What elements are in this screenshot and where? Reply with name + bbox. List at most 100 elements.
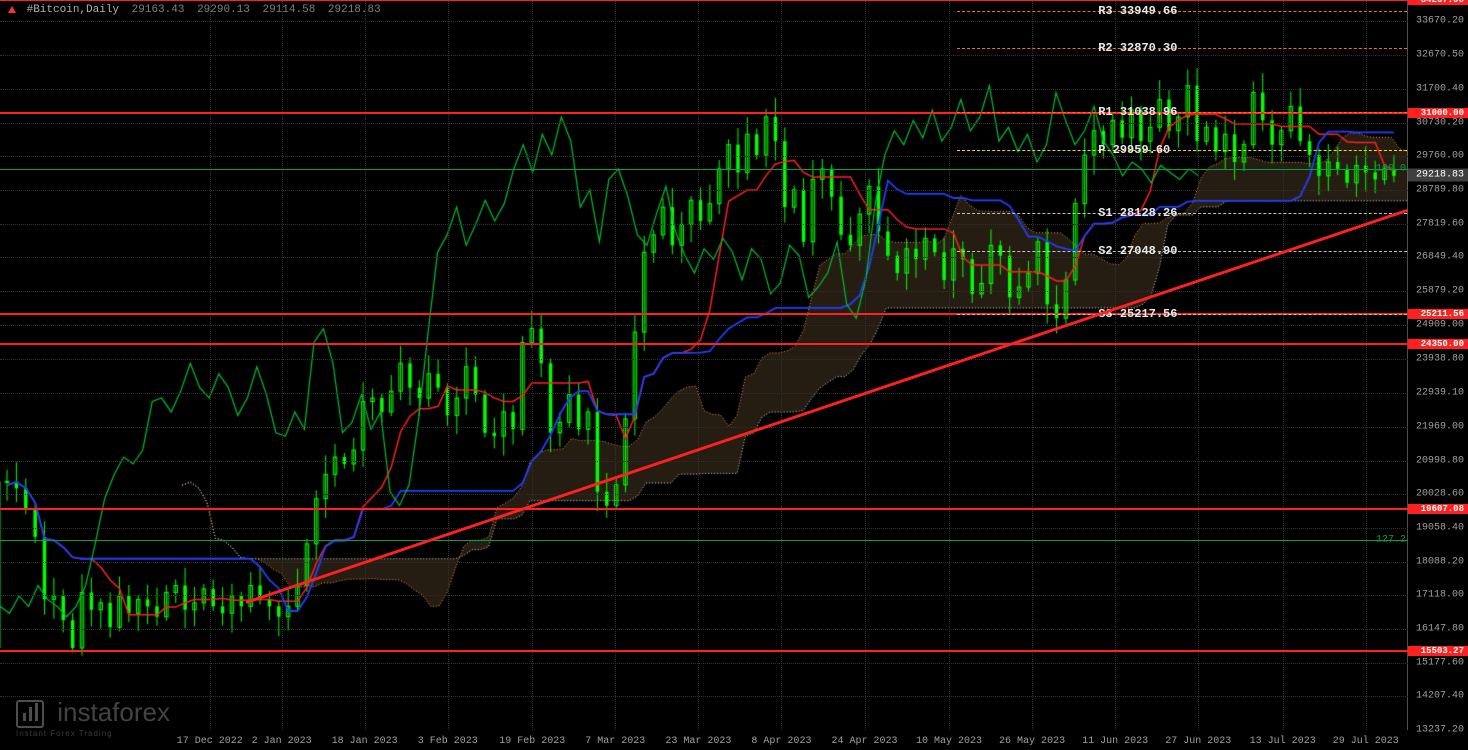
support-resistance-label: 25211.56	[1408, 309, 1468, 319]
x-tick-label: 13 Jul 2023	[1250, 736, 1316, 747]
pivot-line-r1[interactable]	[957, 112, 1407, 113]
y-gridline	[0, 629, 1408, 630]
watermark: instaforex Instant Forex Trading	[16, 699, 170, 738]
y-gridline	[0, 291, 1408, 292]
support-resistance-label: 31000.00	[1408, 108, 1468, 118]
ohlc-high: 29290.13	[197, 4, 250, 16]
x-tick-label: 11 Jun 2023	[1082, 736, 1148, 747]
watermark-tagline: Instant Forex Trading	[16, 730, 170, 738]
price-canvas	[0, 0, 1408, 730]
pivot-label-r3: R3 33949.66	[1098, 4, 1177, 18]
x-axis: 17 Dec 20222 Jan 202318 Jan 20233 Feb 20…	[0, 730, 1408, 750]
x-tick-label: 24 Apr 2023	[831, 736, 897, 747]
current-price-marker: 29218.83	[1408, 169, 1468, 182]
x-gridline	[698, 0, 699, 730]
y-gridline	[0, 461, 1408, 462]
y-tick-label: 21969.00	[1416, 421, 1464, 432]
x-gridline	[615, 0, 616, 730]
x-tick-label: 26 May 2023	[999, 736, 1065, 747]
y-gridline	[0, 21, 1408, 22]
y-gridline	[0, 494, 1408, 495]
x-tick-label: 7 Mar 2023	[585, 736, 645, 747]
pivot-line-r3[interactable]	[957, 11, 1407, 12]
x-gridline	[282, 0, 283, 730]
y-tick-label: 18088.20	[1416, 556, 1464, 567]
x-tick-label: 19 Feb 2023	[499, 736, 565, 747]
direction-arrow-icon	[8, 6, 16, 13]
support-resistance-line[interactable]	[0, 650, 1408, 652]
x-gridline	[1366, 0, 1367, 730]
y-tick-label: 26849.40	[1416, 252, 1464, 263]
fib-line[interactable]	[0, 169, 1408, 170]
y-tick-label: 17118.00	[1416, 590, 1464, 601]
symbol-label: #Bitcoin,Daily	[27, 4, 119, 16]
x-tick-label: 2 Jan 2023	[252, 736, 312, 747]
ohlc-close: 29218.83	[328, 4, 381, 16]
y-gridline	[0, 663, 1408, 664]
x-gridline	[448, 0, 449, 730]
pivot-line-r2[interactable]	[957, 48, 1407, 49]
y-tick-label: 13237.20	[1416, 725, 1464, 736]
y-tick-label: 22939.10	[1416, 388, 1464, 399]
y-tick-label: 27819.60	[1416, 218, 1464, 229]
y-tick-label: 24909.00	[1416, 319, 1464, 330]
x-tick-label: 27 Jun 2023	[1165, 736, 1231, 747]
y-tick-label: 29760.00	[1416, 151, 1464, 162]
plot-area[interactable]: R3 33949.66R2 32870.30R1 31038.96P 29959…	[0, 0, 1408, 730]
fib-label: 100.0	[1376, 163, 1406, 174]
x-gridline	[1198, 0, 1199, 730]
support-resistance-line[interactable]	[0, 343, 1408, 345]
y-tick-label: 20028.60	[1416, 489, 1464, 500]
watermark-brand: instaforex	[57, 697, 170, 727]
y-tick-label: 20998.80	[1416, 455, 1464, 466]
support-resistance-label: 34267.00	[1408, 0, 1468, 5]
x-gridline	[210, 0, 211, 730]
fib-line[interactable]	[0, 540, 1408, 541]
ohlc-open: 29163.43	[132, 4, 185, 16]
y-tick-label: 32670.50	[1416, 50, 1464, 61]
y-gridline	[0, 562, 1408, 563]
y-gridline	[0, 123, 1408, 124]
y-gridline	[0, 190, 1408, 191]
pivot-line-s1[interactable]	[957, 213, 1407, 214]
y-tick-label: 33670.20	[1416, 15, 1464, 26]
y-tick-label: 14207.40	[1416, 691, 1464, 702]
support-resistance-label: 19607.08	[1408, 504, 1468, 514]
pivot-label-s1: S1 28128.26	[1098, 206, 1177, 220]
pivot-line-p[interactable]	[957, 150, 1407, 151]
y-gridline	[0, 427, 1408, 428]
support-resistance-label: 24350.00	[1408, 339, 1468, 349]
pivot-line-s3[interactable]	[957, 314, 1407, 315]
y-gridline	[0, 393, 1408, 394]
support-resistance-label: 15503.27	[1408, 646, 1468, 656]
x-tick-label: 8 Apr 2023	[751, 736, 811, 747]
y-gridline	[0, 696, 1408, 697]
pivot-label-p: P 29959.60	[1098, 143, 1170, 157]
y-axis: 34267.00 33670.20 32670.50 31700.40 30730.20…	[1408, 0, 1468, 730]
chart-container: #Bitcoin,Daily 29163.43 29290.13 29114.5…	[0, 0, 1468, 750]
y-tick-label: 23938.80	[1416, 353, 1464, 364]
x-tick-label: 29 Jul 2023	[1333, 736, 1399, 747]
y-gridline	[0, 89, 1408, 90]
pivot-line-s2[interactable]	[957, 251, 1407, 252]
y-tick-label: 15177.60	[1416, 657, 1464, 668]
y-gridline	[0, 528, 1408, 529]
x-tick-label: 10 May 2023	[916, 736, 982, 747]
x-gridline	[532, 0, 533, 730]
pivot-label-r2: R2 32870.30	[1098, 41, 1177, 55]
y-tick-label: 30730.20	[1416, 117, 1464, 128]
y-tick-label: 31700.40	[1416, 84, 1464, 95]
x-gridline	[781, 0, 782, 730]
support-resistance-line[interactable]	[0, 508, 1408, 510]
support-resistance-line[interactable]	[0, 0, 1408, 1]
y-gridline	[0, 55, 1408, 56]
x-gridline	[1032, 0, 1033, 730]
chart-header: #Bitcoin,Daily 29163.43 29290.13 29114.5…	[8, 4, 387, 16]
x-tick-label: 23 Mar 2023	[665, 736, 731, 747]
y-gridline	[0, 257, 1408, 258]
y-gridline	[0, 224, 1408, 225]
y-gridline	[0, 595, 1408, 596]
y-tick-label: 19058.40	[1416, 522, 1464, 533]
y-gridline	[0, 156, 1408, 157]
x-tick-label: 17 Dec 2022	[177, 736, 243, 747]
